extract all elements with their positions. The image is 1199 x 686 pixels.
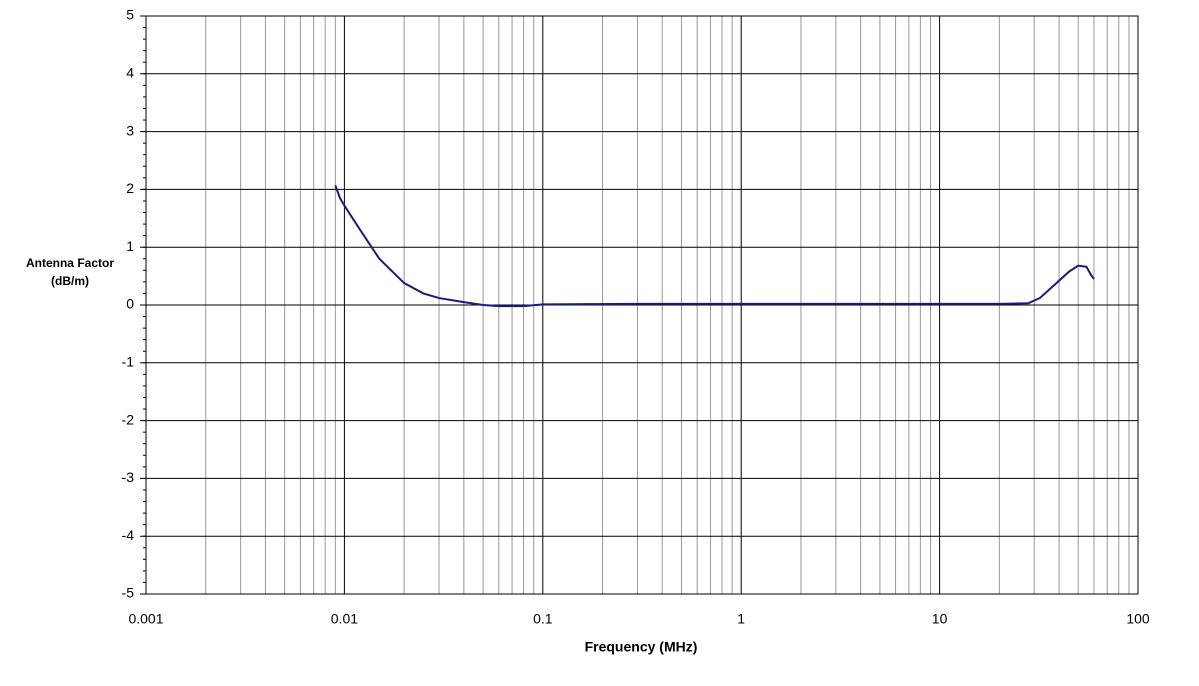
y-tick-label: 0 — [126, 296, 134, 312]
data-line — [334, 185, 1095, 308]
y-tick-label: -2 — [122, 411, 135, 427]
y-tick-label: 5 — [126, 7, 134, 23]
x-tick-label: 0.1 — [533, 611, 553, 627]
y-tick-label: 2 — [126, 180, 134, 196]
x-tick-label: 100 — [1126, 611, 1150, 627]
y-tick-label: -4 — [122, 527, 135, 543]
x-tick-label: 1 — [737, 611, 745, 627]
y-tick-label: 4 — [126, 65, 134, 81]
x-tick-label: 10 — [932, 611, 948, 627]
plot-frame — [145, 15, 1139, 595]
y-tick-label: -1 — [122, 354, 135, 370]
x-tick-label: 0.001 — [128, 611, 163, 627]
y-tick-label: -3 — [122, 469, 135, 485]
x-tick-label: 0.01 — [331, 611, 358, 627]
y-tick-label: -5 — [122, 585, 135, 601]
y-tick-label: 3 — [126, 122, 134, 138]
y-tick-label: 1 — [126, 238, 134, 254]
x-axis-label: Frequency (MHz) — [585, 639, 698, 655]
y-axis-label: Antenna Factor (dB/m) — [25, 256, 114, 288]
